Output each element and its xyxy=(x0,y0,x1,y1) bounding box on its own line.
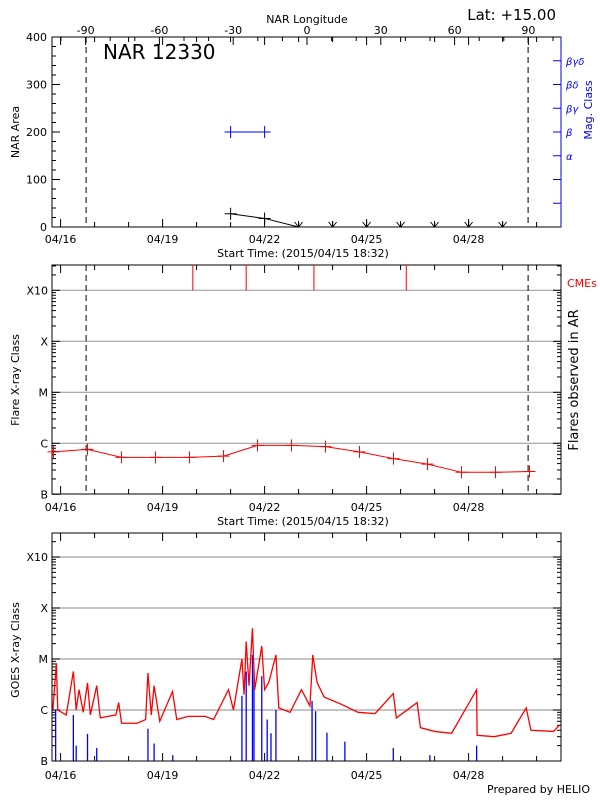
flare-point xyxy=(183,451,196,464)
panel3-y-tick-label: B xyxy=(40,755,48,768)
flare-point xyxy=(149,451,162,464)
panel2-y-tick-label: B xyxy=(40,488,48,501)
flare-point xyxy=(489,466,502,479)
panel3-x-tick-label: 04/25 xyxy=(351,769,383,782)
longitude-tick-label: 90 xyxy=(521,24,535,37)
panel1-frame xyxy=(51,36,562,228)
panel2-y-tick-label: M xyxy=(39,386,49,399)
panel1-xlabel: Start Time: (2015/04/15 18:32) xyxy=(217,247,389,260)
goes-long-line xyxy=(52,628,560,738)
mag-class-label: α xyxy=(566,152,573,163)
cme-label: CMEs xyxy=(567,277,597,290)
flare-point xyxy=(353,445,366,458)
mag-class-point xyxy=(258,126,271,138)
mag-class-label: β xyxy=(565,128,573,139)
panel2-ylabel: Flare X-ray Class xyxy=(9,334,22,426)
area-upper-limit-marker xyxy=(328,221,337,228)
panel1-x-tick-label: 04/16 xyxy=(45,233,77,246)
panel2-x-tick-label: 04/25 xyxy=(351,501,383,514)
area-upper-limit-marker xyxy=(362,221,371,228)
panel2-x-tick-label: 04/19 xyxy=(147,501,179,514)
panel2-xlabel: Start Time: (2015/04/15 18:32) xyxy=(217,515,389,528)
longitude-tick-label: -90 xyxy=(77,24,95,37)
panel3-frame xyxy=(51,532,562,762)
longitude-tick-label: 30 xyxy=(374,24,388,37)
panel2-frame xyxy=(51,264,562,495)
panel1-ylabel: NAR Area xyxy=(9,106,22,158)
flare-point xyxy=(523,465,536,478)
flare-point xyxy=(387,452,400,465)
longitude-tick-label: 0 xyxy=(304,24,311,37)
area-upper-limit-marker xyxy=(498,221,507,228)
panel3-x-tick-label: 04/22 xyxy=(249,769,281,782)
panel2-y-tick-label: X10 xyxy=(26,284,48,297)
panel3-y-tick-label: C xyxy=(40,704,48,717)
mag-class-point xyxy=(224,126,237,138)
area-point xyxy=(258,212,271,225)
panel2-x-tick-label: 04/22 xyxy=(249,501,281,514)
panel3-y-tick-label: M xyxy=(39,653,49,666)
panel2-y-tick-label: C xyxy=(40,437,48,450)
footer-credit: Prepared by HELIO xyxy=(487,783,590,796)
area-upper-limit-marker xyxy=(396,221,405,228)
panel3-ylabel: GOES X-ray Class xyxy=(9,602,22,698)
panel2-x-tick-label: 04/16 xyxy=(45,501,77,514)
flare-point xyxy=(455,466,468,479)
panel2-right-label: Flares observed in AR xyxy=(567,309,582,450)
flare-point xyxy=(251,439,264,452)
panel1-y-tick-label: 0 xyxy=(40,221,47,234)
panel2-x-tick-label: 04/28 xyxy=(453,501,485,514)
flare-point xyxy=(81,443,94,456)
area-upper-limit-marker xyxy=(464,221,473,228)
panel1-y-tick-label: 200 xyxy=(26,126,47,139)
mag-class-label: βδ xyxy=(565,81,579,92)
panel1-y-tick-label: 300 xyxy=(26,79,47,92)
flare-point xyxy=(319,440,332,453)
panel2-y-tick-label: X xyxy=(40,335,48,348)
mag-class-label: βγ xyxy=(565,104,579,115)
panel1-x-tick-label: 04/19 xyxy=(147,233,179,246)
panel1-x-tick-label: 04/22 xyxy=(249,233,281,246)
panel3-y-tick-label: X xyxy=(40,602,48,615)
panel1-x-tick-label: 04/28 xyxy=(453,233,485,246)
panel3-y-tick-label: X10 xyxy=(26,551,48,564)
longitude-tick-label: -30 xyxy=(224,24,242,37)
longitude-tick-label: 60 xyxy=(448,24,462,37)
top-axis-label: NAR Longitude xyxy=(266,13,348,26)
flare-point xyxy=(421,458,434,471)
panel1-right-label: Mag. Class xyxy=(582,80,595,139)
area-upper-limit-marker xyxy=(294,221,303,228)
flare-point xyxy=(217,450,230,463)
latitude-label: Lat: +15.00 xyxy=(467,6,556,24)
panel1-y-tick-label: 400 xyxy=(26,31,47,44)
area-upper-limit-marker xyxy=(430,221,439,228)
area-point xyxy=(224,207,237,220)
panel1-y-tick-label: 100 xyxy=(26,174,47,187)
flare-point xyxy=(285,439,298,452)
longitude-tick-label: -60 xyxy=(150,24,168,37)
flare-point xyxy=(115,451,128,464)
flare-point xyxy=(47,445,60,458)
mag-class-label: βγδ xyxy=(565,57,584,68)
panel3-x-tick-label: 04/19 xyxy=(147,769,179,782)
panel3-x-tick-label: 04/28 xyxy=(453,769,485,782)
panel1-x-tick-label: 04/25 xyxy=(351,233,383,246)
panel3-x-tick-label: 04/16 xyxy=(45,769,77,782)
